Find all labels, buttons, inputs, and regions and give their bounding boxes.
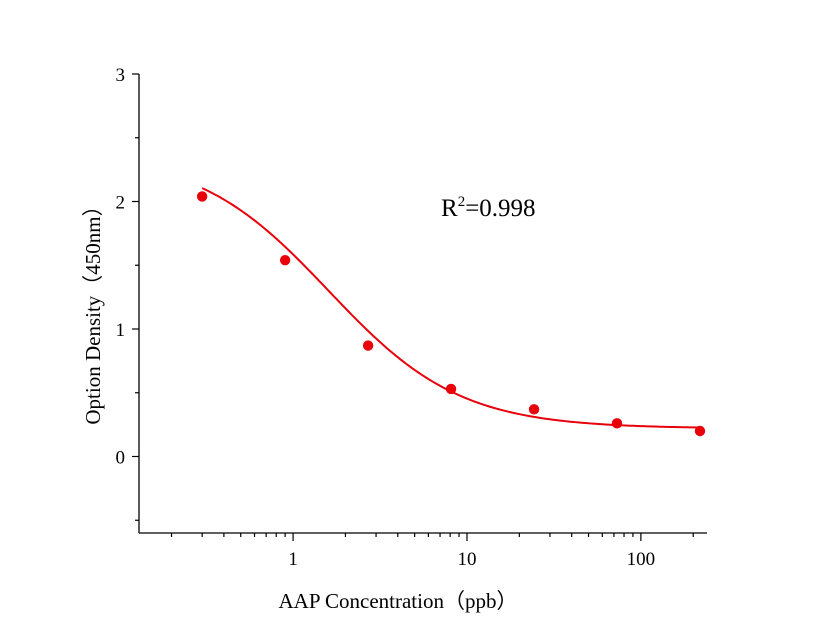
data-point [362,340,374,351]
r-squared-value: =0.998 [465,195,535,222]
y-tick-label: 2 [116,193,126,214]
y-tick-label: 0 [116,448,126,469]
x-tick-label: 100 [627,549,656,570]
x-axis-title: AAP Concentration（ppb） [279,589,518,613]
data-point [528,404,540,415]
y-axis-title: Option Density（450nm） [81,195,105,424]
data-point [445,383,457,395]
data-points [196,191,706,437]
data-point [694,425,706,437]
x-axis-ticks: 1 10 100 [170,533,694,570]
r-squared-prefix: R [441,195,458,222]
x-tick-label: 10 [457,549,476,570]
r-squared-annotation: R2=0.998 [441,194,536,222]
data-point [196,191,208,202]
r-squared-superscript: 2 [458,194,466,210]
y-tick-label: 3 [116,65,126,86]
data-point [279,254,291,266]
y-tick-label: 1 [116,320,126,341]
y-axis-ticks: 0 1 2 3 [116,65,139,521]
x-tick-label: 1 [288,549,298,570]
data-point [611,418,623,429]
